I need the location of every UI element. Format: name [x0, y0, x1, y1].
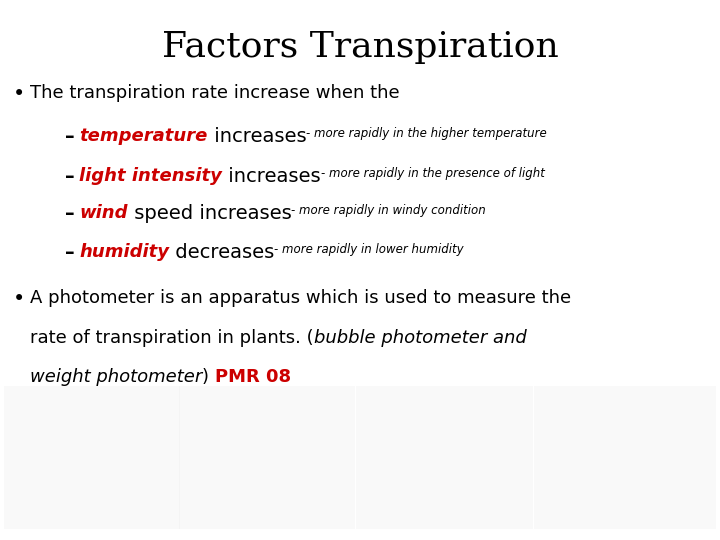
Text: A photometer is an apparatus which is used to measure the: A photometer is an apparatus which is us…	[30, 289, 572, 307]
Text: increases: increases	[222, 167, 320, 186]
FancyBboxPatch shape	[179, 386, 355, 529]
Text: ): )	[202, 368, 215, 386]
FancyBboxPatch shape	[534, 386, 716, 529]
Text: decreases: decreases	[169, 243, 274, 262]
FancyBboxPatch shape	[356, 386, 533, 529]
Text: –: –	[65, 204, 74, 223]
Text: –: –	[65, 167, 74, 186]
Text: •: •	[13, 289, 25, 309]
Text: increases: increases	[207, 127, 306, 146]
FancyBboxPatch shape	[4, 386, 180, 529]
Text: - more rapidly in lower humidity: - more rapidly in lower humidity	[274, 243, 464, 256]
Text: - more rapidly in the higher temperature: - more rapidly in the higher temperature	[306, 127, 547, 140]
Text: •: •	[13, 84, 25, 104]
Text: - more rapidly in windy condition: - more rapidly in windy condition	[292, 204, 486, 217]
Text: - more rapidly in the presence of light: - more rapidly in the presence of light	[320, 167, 544, 180]
Text: rate of transpiration in plants. (: rate of transpiration in plants. (	[30, 329, 314, 347]
Text: temperature: temperature	[79, 127, 207, 145]
Text: weight photometer: weight photometer	[30, 368, 202, 386]
Text: light intensity: light intensity	[79, 167, 222, 185]
Text: –: –	[65, 127, 74, 146]
Text: humidity: humidity	[79, 243, 169, 261]
Text: PMR 08: PMR 08	[215, 368, 292, 386]
Text: bubble photometer and: bubble photometer and	[314, 329, 526, 347]
Text: –: –	[65, 243, 74, 262]
Text: speed increases: speed increases	[127, 204, 292, 223]
Text: wind: wind	[79, 204, 127, 222]
Text: Factors Transpiration: Factors Transpiration	[161, 30, 559, 64]
Text: The transpiration rate increase when the: The transpiration rate increase when the	[30, 84, 400, 102]
